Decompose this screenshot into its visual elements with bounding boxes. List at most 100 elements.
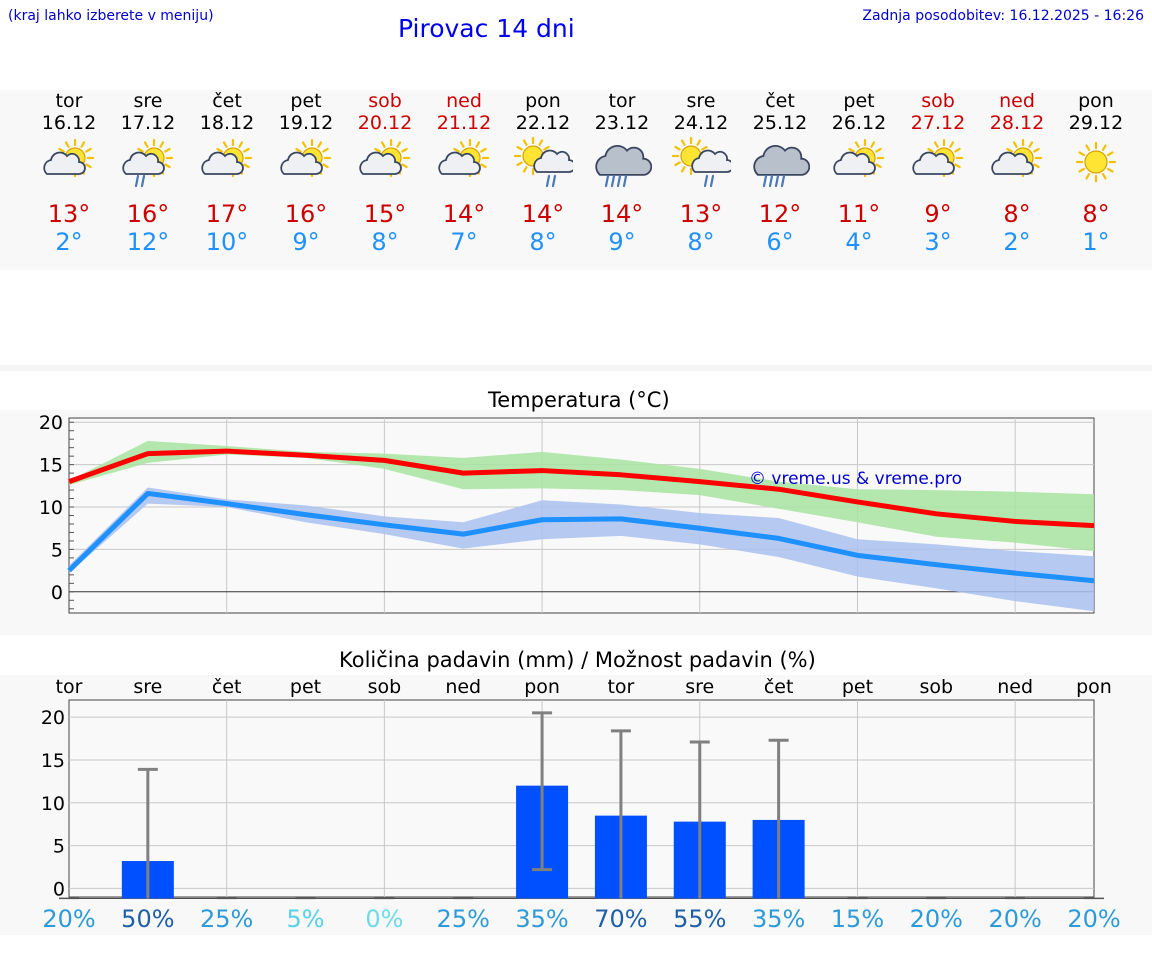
cloud-shape	[280, 151, 323, 175]
sun-ray	[954, 147, 961, 153]
forecast-strip: tor 16.12 13° 2° sre 17.12 16° 12° čet 18.12 17° 10…	[0, 90, 1152, 270]
max-temp: 13°	[679, 200, 723, 228]
y-tick-label: 10	[39, 497, 63, 519]
sun-ray	[522, 166, 528, 173]
sun-ray	[1078, 167, 1085, 173]
sun-ray	[933, 141, 939, 148]
sun-ray	[954, 163, 961, 169]
min-temperature-line	[67, 490, 1095, 584]
cloud-shape	[43, 151, 86, 175]
day-date: 26.12	[831, 112, 887, 134]
precip-probability: 20%	[988, 905, 1041, 933]
sun-cloud-icon-graphic	[280, 138, 332, 178]
min-temp: 1°	[1082, 228, 1110, 256]
cloud-outline	[912, 151, 955, 175]
min-temp: 7°	[450, 228, 478, 256]
y-tick-label: 20	[39, 412, 63, 434]
precip-day-label: pon	[1076, 676, 1112, 698]
sun-ray	[1101, 144, 1107, 151]
precip-day-label: ned	[997, 676, 1033, 698]
sun-cloud-icon-graphic	[991, 138, 1043, 178]
cloud-shape	[201, 151, 244, 175]
sun-ray	[85, 163, 92, 169]
sun-ray	[1101, 173, 1107, 180]
min-temp: 9°	[292, 228, 320, 256]
sun-cloud-icon	[987, 136, 1047, 196]
cloud-outline	[833, 151, 876, 175]
rain-drop	[622, 174, 628, 188]
cloud-outline	[122, 151, 165, 175]
forecast-day: pet 19.12 16° 9°	[266, 90, 346, 256]
day-date: 16.12	[41, 112, 97, 134]
max-temp: 15°	[363, 200, 407, 228]
sun-ray	[1107, 151, 1114, 157]
sun-cloud-icon	[197, 136, 257, 196]
sun-ray	[137, 147, 144, 153]
sun-ray	[164, 163, 171, 169]
precip-day-label: ned	[445, 676, 481, 698]
min-temp: 9°	[608, 228, 636, 256]
max-temp: 8°	[1082, 200, 1110, 228]
sun-ray	[222, 141, 228, 148]
sun-ray	[85, 147, 92, 153]
rain-drop	[134, 174, 140, 188]
forecast-day: pon 29.12 8° 1°	[1056, 90, 1136, 256]
sun-ray	[159, 141, 165, 148]
sun-icon	[1066, 136, 1126, 196]
precip-probability: 25%	[200, 905, 253, 933]
day-name: sre	[133, 90, 163, 112]
sun-ray	[1085, 173, 1091, 180]
precip-day-label: sre	[133, 676, 162, 698]
sun-ray	[322, 163, 329, 169]
sun-ray	[1078, 151, 1085, 157]
cloud-outline	[991, 151, 1034, 175]
day-date: 20.12	[357, 112, 413, 134]
day-date: 22.12	[515, 112, 571, 134]
day-name: pon	[525, 90, 561, 112]
sun-cloud-rain-icon	[118, 136, 178, 196]
sun-ray	[143, 141, 149, 148]
precip-day-label: sre	[685, 676, 714, 698]
sun-disc	[1084, 150, 1108, 174]
cloud-outline	[43, 151, 86, 175]
y-tick-label: 20	[41, 707, 65, 729]
separator	[0, 365, 1152, 371]
cloud-outline	[438, 151, 481, 175]
precip-day-label: čet	[764, 676, 794, 698]
temperature-chart-title: Temperatura (°C)	[488, 388, 670, 412]
sun-ray	[480, 163, 487, 169]
sun-rain-cloud-icon-graphic	[671, 136, 734, 188]
day-date: 23.12	[594, 112, 650, 134]
cloud-outline	[595, 144, 653, 176]
sun-cloud-icon	[829, 136, 889, 196]
day-name: sre	[686, 90, 716, 112]
temperature-chart: 0 5 10 15 20 © vreme.us & vreme.pro	[39, 412, 1095, 614]
precip-day-label: tor	[56, 676, 83, 698]
rain-drop	[703, 174, 709, 188]
rain-drop	[545, 174, 551, 188]
min-temp: 4°	[845, 228, 873, 256]
sun-ray	[701, 145, 708, 151]
sun-ray	[401, 163, 408, 169]
forecast-day: sre 17.12 16° 12°	[108, 90, 188, 256]
sun-ray	[538, 139, 544, 146]
sun-rain-cloud-icon-graphic	[513, 136, 576, 188]
sun-ray	[1085, 144, 1091, 151]
cloud-outline	[359, 151, 402, 175]
forecast-day: sob 20.12 15° 8°	[345, 90, 425, 256]
last-update: Zadnja posodobitev: 16.12.2025 - 16:26	[862, 8, 1144, 24]
max-temp: 12°	[758, 200, 802, 228]
sun-ray	[875, 163, 882, 169]
min-temp: 6°	[766, 228, 794, 256]
max-temp: 14°	[600, 200, 644, 228]
precip-day-label: sob	[368, 676, 402, 698]
day-name: tor	[55, 90, 83, 112]
location-hint: (kraj lahko izberete v meniju)	[8, 8, 214, 24]
min-temp: 10°	[205, 228, 249, 256]
min-temp: 8°	[529, 228, 557, 256]
min-temp: 8°	[687, 228, 715, 256]
sun-rain-cloud-icon	[513, 136, 576, 196]
day-name: čet	[212, 90, 242, 112]
sun-ray	[401, 147, 408, 153]
sun-ray	[453, 147, 460, 153]
